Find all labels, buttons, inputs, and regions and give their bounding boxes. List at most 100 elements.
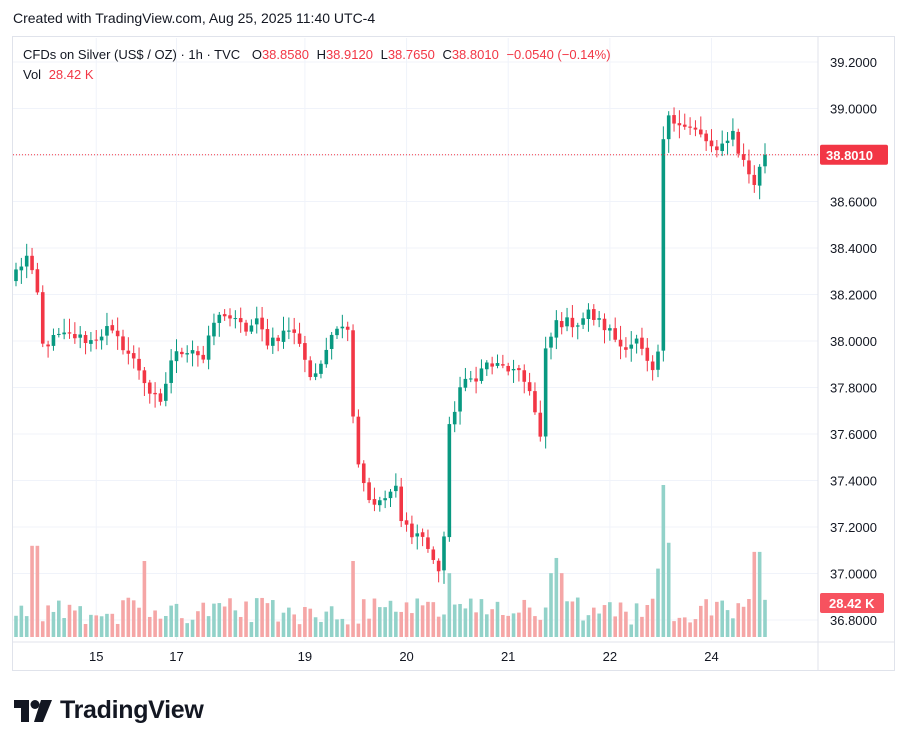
candle-body xyxy=(89,340,93,344)
candle-body xyxy=(757,166,762,186)
candle-body xyxy=(67,332,72,334)
volume-bar xyxy=(543,607,548,637)
candle-body xyxy=(164,383,168,401)
candle-body xyxy=(292,329,296,333)
legend-vol-value: 28.42 K xyxy=(48,67,94,82)
volume-bar xyxy=(501,615,505,637)
price-tick-label: 38.4000 xyxy=(830,241,877,256)
volume-bar xyxy=(559,573,564,637)
volume-bar xyxy=(174,603,179,637)
grid-lines xyxy=(13,37,894,670)
volume-bar xyxy=(495,601,500,637)
candle-body xyxy=(254,318,259,325)
time-tick-label: 22 xyxy=(603,649,617,664)
volume-bar xyxy=(105,613,109,637)
candle-body xyxy=(650,361,655,371)
candle-body xyxy=(511,368,516,371)
candle-body xyxy=(597,318,601,320)
tradingview-logo[interactable]: TradingView xyxy=(14,696,204,725)
candle-body xyxy=(153,392,157,395)
volume-bar xyxy=(538,619,543,637)
candle-body xyxy=(554,320,559,338)
candle-body xyxy=(661,139,666,351)
candle-body xyxy=(367,482,371,501)
price-tick-label: 37.2000 xyxy=(830,520,877,535)
candle-body xyxy=(517,368,521,371)
volume-bar xyxy=(554,557,559,637)
volume-bar xyxy=(634,603,639,637)
volume-bar xyxy=(672,621,676,637)
candle-body xyxy=(40,292,45,344)
candle-body xyxy=(495,363,500,366)
volume-bar xyxy=(271,600,275,637)
volume-bar xyxy=(169,605,173,637)
volume-bar xyxy=(126,597,131,637)
volume-bar xyxy=(725,610,730,637)
volume-bar xyxy=(110,613,115,637)
candle-body xyxy=(201,354,206,360)
volume-bar xyxy=(549,573,553,637)
candle-body xyxy=(222,314,227,317)
candle-body xyxy=(490,363,494,367)
volume-bar xyxy=(763,599,767,637)
candle-body xyxy=(415,533,420,537)
volume-bar xyxy=(19,605,24,637)
volume-label: 28.42 K xyxy=(829,596,875,611)
candle-body xyxy=(308,360,313,378)
legend-change: −0.0540 (−0.14%) xyxy=(506,47,611,62)
tradingview-logo-icon xyxy=(14,699,52,722)
candle-body xyxy=(244,322,248,332)
candle-body xyxy=(741,154,746,160)
volume-bar xyxy=(158,618,163,637)
volume-bar xyxy=(35,545,40,637)
price-tick-label: 37.8000 xyxy=(830,381,877,396)
candle-body xyxy=(538,412,543,437)
volume-bar xyxy=(747,599,751,637)
candle-body xyxy=(431,549,436,560)
candle-body xyxy=(559,321,564,328)
volume-bars xyxy=(14,485,767,637)
volume-bar xyxy=(479,599,484,637)
candle-body xyxy=(19,266,24,271)
chart-legend: CFDs on Silver (US$ / OZ) · 1h · TVC O38… xyxy=(23,45,611,85)
volume-bar xyxy=(640,616,644,637)
volume-bar xyxy=(431,602,436,637)
legend-open-value: 38.8580 xyxy=(261,47,309,62)
price-axis[interactable]: 39.200039.000038.800038.600038.400038.20… xyxy=(830,55,877,628)
volume-bar xyxy=(527,607,532,637)
volume-bar xyxy=(62,618,66,637)
candle-body xyxy=(276,337,280,342)
volume-bar xyxy=(57,600,61,637)
candle-body xyxy=(324,349,329,365)
legend-ohlc-line: CFDs on Silver (US$ / OZ) · 1h · TVC O38… xyxy=(23,45,611,65)
time-tick-label: 15 xyxy=(89,649,103,664)
volume-bar xyxy=(324,611,329,637)
volume-bar xyxy=(693,619,698,637)
volume-bar xyxy=(645,605,650,637)
volume-bar xyxy=(356,623,361,637)
legend-low-value: 38.7650 xyxy=(387,47,435,62)
price-tick-label: 39.0000 xyxy=(830,102,877,117)
legend-vol-label[interactable]: Vol xyxy=(23,67,42,82)
chart-frame[interactable] xyxy=(12,36,895,671)
candle-body xyxy=(217,314,222,323)
candle-body xyxy=(634,338,639,344)
volume-bar xyxy=(83,624,88,637)
candle-body xyxy=(185,353,189,355)
volume-bar xyxy=(249,622,254,637)
price-tick-label: 37.0000 xyxy=(830,567,877,582)
candle-body xyxy=(581,318,585,325)
candle-body xyxy=(485,362,489,370)
volume-bar xyxy=(709,615,714,637)
volume-bar xyxy=(335,619,339,637)
candle-body xyxy=(174,351,179,362)
volume-bar xyxy=(67,604,72,637)
volume-bar xyxy=(452,604,457,637)
candle-body xyxy=(372,499,377,505)
time-axis[interactable]: 15 17 19 20 21 22 24 xyxy=(89,649,719,664)
candle-body xyxy=(147,382,152,394)
volume-bar xyxy=(89,614,93,637)
legend-symbol[interactable]: CFDs on Silver (US$ / OZ) · 1h · TVC xyxy=(23,47,241,62)
volume-bar xyxy=(351,561,355,637)
